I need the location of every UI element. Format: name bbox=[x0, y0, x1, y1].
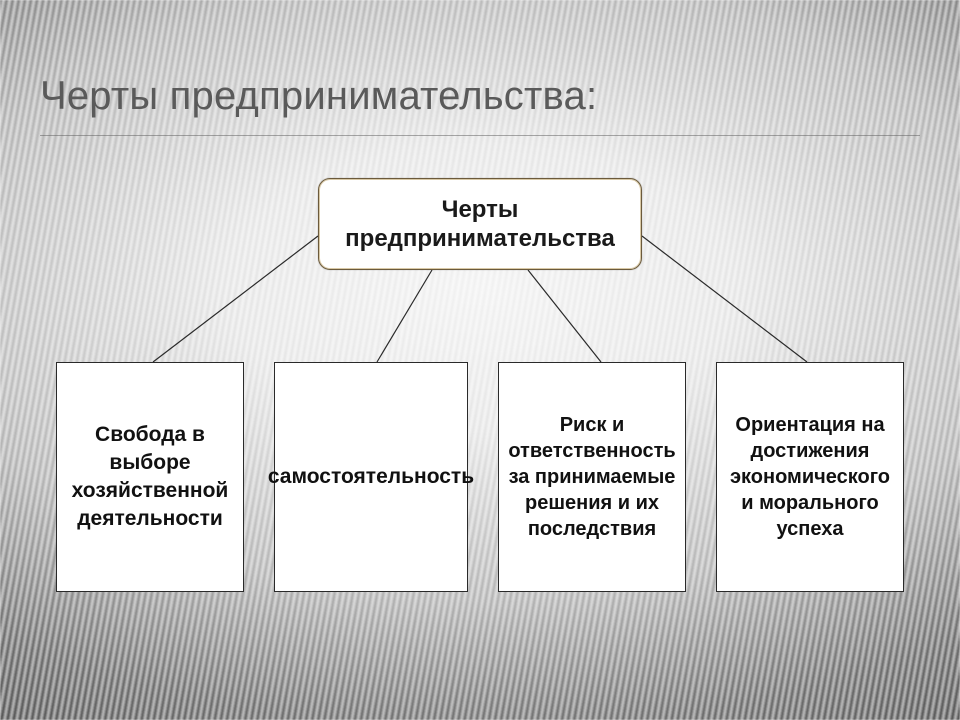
edge-root-child-2 bbox=[377, 270, 432, 362]
child-node-2: самостоятельность bbox=[274, 362, 468, 592]
child-node-1-label: Свобода в выборе хозяйственной деятельно… bbox=[65, 421, 235, 534]
child-node-3: Риск и ответственность за принимаемые ре… bbox=[498, 362, 686, 592]
root-node-label: Черты предпринимательства bbox=[333, 195, 627, 254]
edge-root-child-4 bbox=[642, 236, 807, 362]
child-node-2-label: самостоятельность bbox=[268, 463, 474, 491]
root-node: Черты предпринимательства bbox=[318, 178, 642, 270]
title-underline bbox=[40, 135, 920, 136]
child-node-4-label: Ориентация на достижения экономического … bbox=[725, 412, 895, 542]
child-node-3-label: Риск и ответственность за принимаемые ре… bbox=[507, 412, 677, 542]
child-node-1: Свобода в выборе хозяйственной деятельно… bbox=[56, 362, 244, 592]
edge-root-child-1 bbox=[153, 236, 318, 362]
children-row: Свобода в выборе хозяйственной деятельно… bbox=[56, 362, 904, 592]
child-node-4: Ориентация на достижения экономического … bbox=[716, 362, 904, 592]
slide-stage: Черты предпринимательства: Черты предпри… bbox=[0, 0, 960, 720]
edge-root-child-3 bbox=[528, 270, 601, 362]
slide-title: Черты предпринимательства: bbox=[40, 74, 597, 119]
